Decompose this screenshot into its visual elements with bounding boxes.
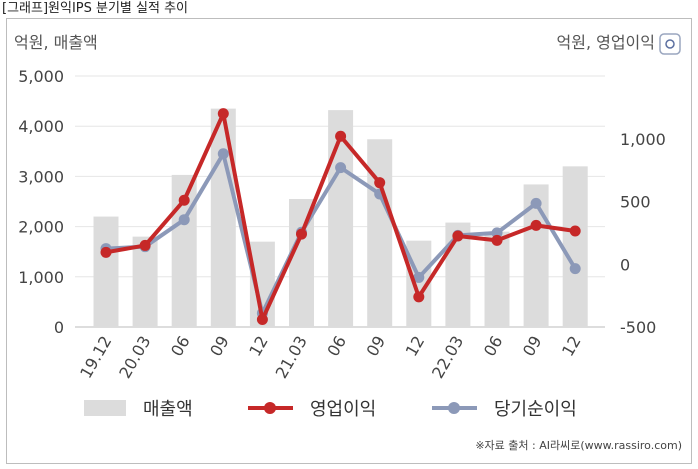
bar-revenue	[367, 139, 393, 327]
point-operating-profit	[491, 234, 503, 246]
left-axis-unit: 억원, 매출액	[14, 33, 98, 52]
point-net-income	[217, 148, 229, 160]
scan-icon[interactable]	[659, 33, 681, 55]
source-credit: ※자료 출처 : AI라씨로(www.rassiro.com)	[475, 439, 682, 452]
legend-label-revenue: 매출액	[143, 399, 193, 420]
point-operating-profit	[139, 239, 151, 251]
x-tick-label: 20.03	[115, 333, 154, 382]
left-tick-label: 0	[54, 318, 64, 337]
point-net-income	[335, 162, 347, 174]
point-net-income	[413, 271, 425, 283]
legend-marker-net-income	[448, 402, 460, 414]
point-operating-profit	[530, 219, 542, 231]
point-operating-profit	[374, 177, 386, 189]
right-tick-label: 1,000	[620, 130, 666, 149]
bar-revenue	[93, 216, 119, 327]
point-operating-profit	[217, 108, 229, 120]
x-tick-label: 12	[245, 333, 272, 360]
x-tick-label: 09	[519, 333, 546, 360]
x-tick-label: 06	[323, 333, 350, 360]
point-net-income	[530, 197, 542, 209]
chart-caption: [그래프]원익IPS 분기별 실적 추이	[2, 1, 188, 16]
x-tick-label: 06	[167, 333, 194, 360]
left-tick-label: 5,000	[18, 67, 64, 86]
bar-revenue	[562, 166, 588, 327]
right-tick-label: 0	[620, 255, 630, 274]
point-operating-profit	[256, 313, 268, 325]
x-tick-label: 06	[480, 333, 507, 360]
point-net-income	[178, 214, 190, 226]
x-tick-label: 09	[363, 333, 390, 360]
point-operating-profit	[335, 130, 347, 142]
right-tick-label: 500	[620, 193, 651, 212]
legend-label-net-income: 당기순이익	[494, 399, 577, 420]
point-operating-profit	[452, 230, 464, 242]
x-tick-label: 09	[206, 333, 233, 360]
point-net-income	[491, 227, 503, 239]
point-operating-profit	[100, 246, 112, 258]
x-tick-label: 12	[402, 333, 429, 360]
point-operating-profit	[296, 228, 307, 240]
point-net-income	[569, 263, 581, 275]
legend-swatch-revenue	[84, 400, 126, 416]
legend-label-operating-profit: 영업이익	[310, 399, 376, 420]
bar-revenue	[328, 110, 354, 327]
bar-revenue	[484, 231, 510, 327]
point-operating-profit	[413, 291, 425, 303]
x-tick-label: 12	[558, 333, 585, 360]
point-operating-profit	[178, 194, 190, 206]
x-tick-label: 21.03	[272, 333, 311, 382]
right-axis-unit: 억원, 영업이익	[557, 33, 656, 52]
bar-revenue	[210, 108, 236, 327]
left-tick-label: 1,000	[18, 268, 64, 287]
right-tick-label: -500	[620, 318, 656, 337]
x-tick-label: 19.12	[76, 333, 115, 382]
x-tick-label: 22.03	[428, 333, 467, 382]
legend-marker-operating-profit	[264, 402, 276, 414]
point-operating-profit	[569, 225, 581, 237]
left-tick-label: 4,000	[18, 117, 64, 136]
left-tick-label: 2,000	[18, 218, 64, 237]
left-tick-label: 3,000	[18, 167, 64, 186]
